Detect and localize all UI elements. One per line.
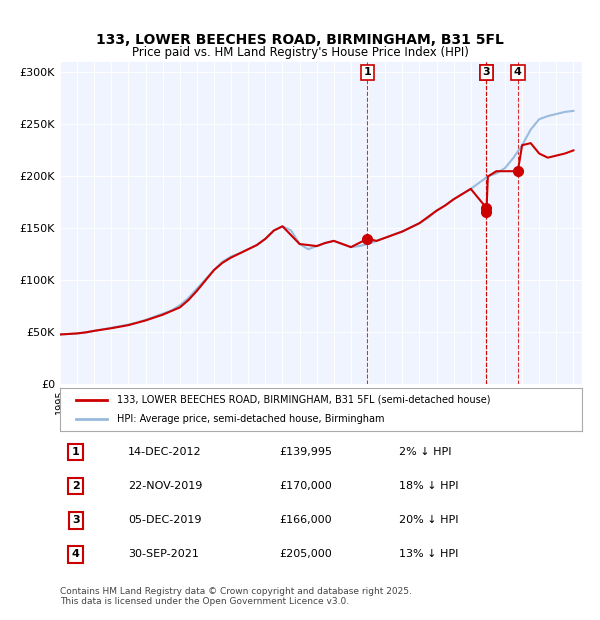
Text: 3: 3 <box>482 68 490 78</box>
Text: £205,000: £205,000 <box>279 549 332 559</box>
Text: 3: 3 <box>72 515 79 525</box>
Text: 133, LOWER BEECHES ROAD, BIRMINGHAM, B31 5FL: 133, LOWER BEECHES ROAD, BIRMINGHAM, B31… <box>96 33 504 47</box>
Text: £166,000: £166,000 <box>279 515 332 525</box>
Text: £170,000: £170,000 <box>279 481 332 491</box>
Text: 2: 2 <box>72 481 80 491</box>
Text: 20% ↓ HPI: 20% ↓ HPI <box>400 515 459 525</box>
Text: 14-DEC-2012: 14-DEC-2012 <box>128 447 202 457</box>
Text: 133, LOWER BEECHES ROAD, BIRMINGHAM, B31 5FL (semi-detached house): 133, LOWER BEECHES ROAD, BIRMINGHAM, B31… <box>118 395 491 405</box>
Text: 22-NOV-2019: 22-NOV-2019 <box>128 481 202 491</box>
Text: 4: 4 <box>514 68 522 78</box>
Text: 30-SEP-2021: 30-SEP-2021 <box>128 549 199 559</box>
Text: Price paid vs. HM Land Registry's House Price Index (HPI): Price paid vs. HM Land Registry's House … <box>131 46 469 59</box>
Text: £139,995: £139,995 <box>279 447 332 457</box>
Text: 1: 1 <box>364 68 371 78</box>
Text: 18% ↓ HPI: 18% ↓ HPI <box>400 481 459 491</box>
Text: 1: 1 <box>72 447 80 457</box>
Text: 2% ↓ HPI: 2% ↓ HPI <box>400 447 452 457</box>
Text: 05-DEC-2019: 05-DEC-2019 <box>128 515 202 525</box>
Text: Contains HM Land Registry data © Crown copyright and database right 2025.
This d: Contains HM Land Registry data © Crown c… <box>60 587 412 606</box>
Text: 13% ↓ HPI: 13% ↓ HPI <box>400 549 458 559</box>
Text: 4: 4 <box>72 549 80 559</box>
Text: 2: 2 <box>482 68 490 78</box>
Text: HPI: Average price, semi-detached house, Birmingham: HPI: Average price, semi-detached house,… <box>118 414 385 423</box>
